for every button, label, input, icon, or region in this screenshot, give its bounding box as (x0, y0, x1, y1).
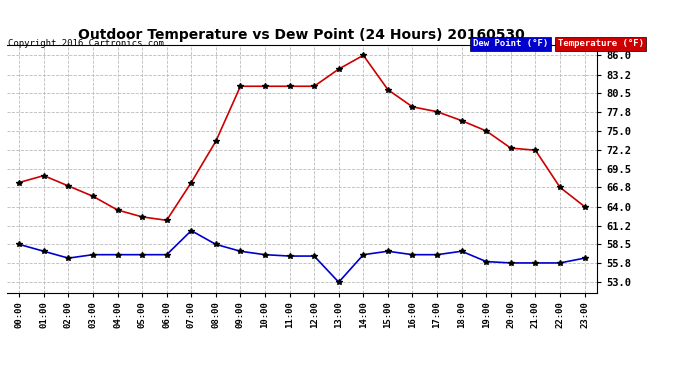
Text: Copyright 2016 Cartronics.com: Copyright 2016 Cartronics.com (8, 39, 164, 48)
Title: Outdoor Temperature vs Dew Point (24 Hours) 20160530: Outdoor Temperature vs Dew Point (24 Hou… (79, 28, 525, 42)
Text: Dew Point (°F): Dew Point (°F) (473, 39, 548, 48)
Text: Temperature (°F): Temperature (°F) (558, 39, 644, 48)
